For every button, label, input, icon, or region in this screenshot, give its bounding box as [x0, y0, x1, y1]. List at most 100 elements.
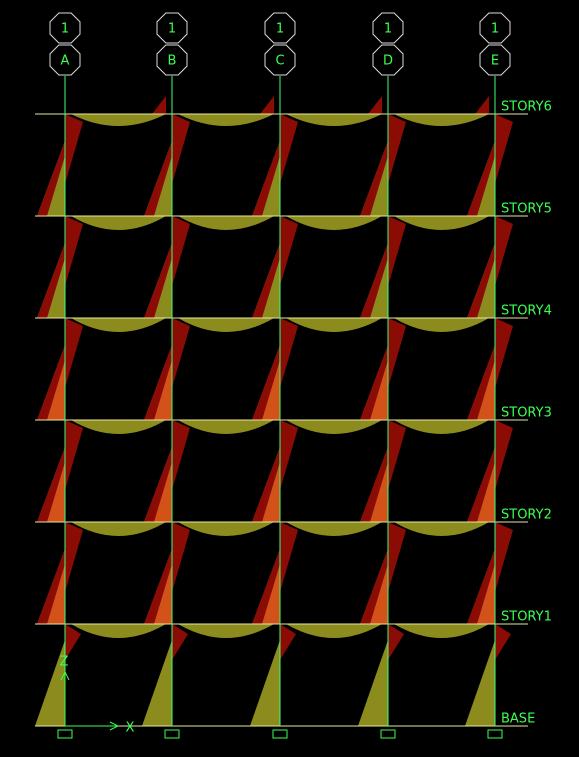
column-moment-bottom-dark: [467, 141, 495, 216]
beam-moment: [71, 420, 166, 434]
axis-z-label: Z: [60, 655, 69, 670]
column-moment-top: [172, 216, 190, 286]
beam-moment: [178, 216, 274, 230]
base-moment-top: [495, 624, 511, 660]
column-moment-top: [65, 114, 83, 184]
beam-moment: [394, 114, 489, 126]
beam-moment: [394, 522, 489, 536]
column-moment-bottom-dark: [360, 243, 388, 318]
column-moment-bottom-dark: [37, 141, 65, 216]
labels: 1 A 1 B 1 C 1 D 1 E STORY6 STORY5 STORY4 STORY3 STORY2…: [49, 12, 552, 736]
grid-bubble: [264, 44, 296, 76]
column-moment-top: [495, 318, 513, 388]
base-moment-top: [388, 624, 404, 660]
beam-hogging: [475, 96, 489, 114]
column-moment-bottom-dark: [360, 345, 388, 420]
story-label: STORY6: [501, 100, 552, 115]
column-moment-top: [280, 420, 298, 490]
support: [272, 729, 288, 739]
column-moment-bottom-dark: [360, 447, 388, 522]
story-label: BASE: [501, 712, 535, 727]
beam-moment: [178, 624, 274, 638]
column-moment-bottom-dark: [144, 345, 172, 420]
base-moment: [465, 640, 495, 726]
beam-moment: [286, 522, 382, 536]
axis-z-arrow: [60, 670, 70, 681]
story-label: STORY3: [501, 406, 552, 421]
column-moment-top: [172, 114, 190, 184]
column-moment-top: [388, 216, 406, 286]
base-moment: [142, 640, 172, 726]
beam-hogging: [152, 96, 166, 114]
grid-bubble: [479, 44, 511, 76]
beam-moment: [394, 420, 489, 434]
grid-letter: C: [275, 54, 284, 69]
beam-moment: [71, 216, 166, 230]
column-moment-top: [388, 420, 406, 490]
story-label: STORY1: [501, 610, 552, 625]
beam-moment: [178, 318, 274, 332]
beam-moment: [286, 624, 382, 638]
column-moment-top: [172, 522, 190, 592]
column-moment-bottom-dark: [144, 141, 172, 216]
diagram-shapes: [35, 96, 513, 726]
grid-bubble: [264, 12, 296, 44]
column-moment-bottom-dark: [360, 549, 388, 624]
column-moment-top: [280, 522, 298, 592]
grid-number: 1: [491, 22, 499, 37]
base-moment-top: [172, 624, 188, 660]
grid-bubble: [49, 12, 81, 44]
column-moment-top: [495, 522, 513, 592]
column-moment-bottom-dark: [467, 243, 495, 318]
beam-hogging: [368, 96, 382, 114]
column-moment-top: [495, 216, 513, 286]
column-moment-bottom-dark: [252, 549, 280, 624]
beam-moment: [286, 420, 382, 434]
base-moment: [358, 640, 388, 726]
column-moment-bottom-dark: [467, 345, 495, 420]
story-label: STORY2: [501, 508, 552, 523]
grid-letter: A: [61, 54, 70, 69]
column-moment-top: [495, 114, 513, 184]
column-moment-bottom-dark: [144, 243, 172, 318]
beam-moment: [286, 216, 382, 230]
grid-letter: D: [383, 54, 393, 69]
grid-bubble: [372, 44, 404, 76]
grid-bubble: [156, 44, 188, 76]
base-moment-top: [65, 624, 81, 660]
column-moment-top: [280, 318, 298, 388]
grid-number: 1: [168, 22, 176, 37]
grid-letter: B: [168, 54, 177, 69]
column-moment-bottom-dark: [252, 243, 280, 318]
beam-moment: [178, 522, 274, 536]
grid-letter: E: [491, 54, 499, 69]
base-moment: [250, 640, 280, 726]
column-moment-top: [172, 318, 190, 388]
beam-moment: [286, 114, 382, 126]
column-moment-top: [280, 114, 298, 184]
grid-bubble: [372, 12, 404, 44]
beam-moment: [178, 420, 274, 434]
beam-moment: [394, 624, 489, 638]
column-moment-bottom-dark: [37, 345, 65, 420]
column-moment-top: [65, 420, 83, 490]
column-moment-bottom-dark: [37, 243, 65, 318]
beam-hogging: [260, 96, 274, 114]
column-moment-top: [65, 522, 83, 592]
story-label: STORY5: [501, 202, 552, 217]
column-moment-bottom-dark: [467, 549, 495, 624]
support: [487, 729, 503, 739]
beam-moment: [394, 216, 489, 230]
column-moment-top: [388, 318, 406, 388]
base-moment-top: [280, 624, 296, 660]
column-moment-bottom-dark: [37, 447, 65, 522]
column-moment-bottom-dark: [37, 549, 65, 624]
column-moment-top: [388, 114, 406, 184]
column-moment-top: [495, 420, 513, 490]
beam-moment: [71, 318, 166, 332]
column-moment-top: [65, 216, 83, 286]
column-moment-bottom-dark: [252, 345, 280, 420]
beam-moment: [178, 114, 274, 126]
